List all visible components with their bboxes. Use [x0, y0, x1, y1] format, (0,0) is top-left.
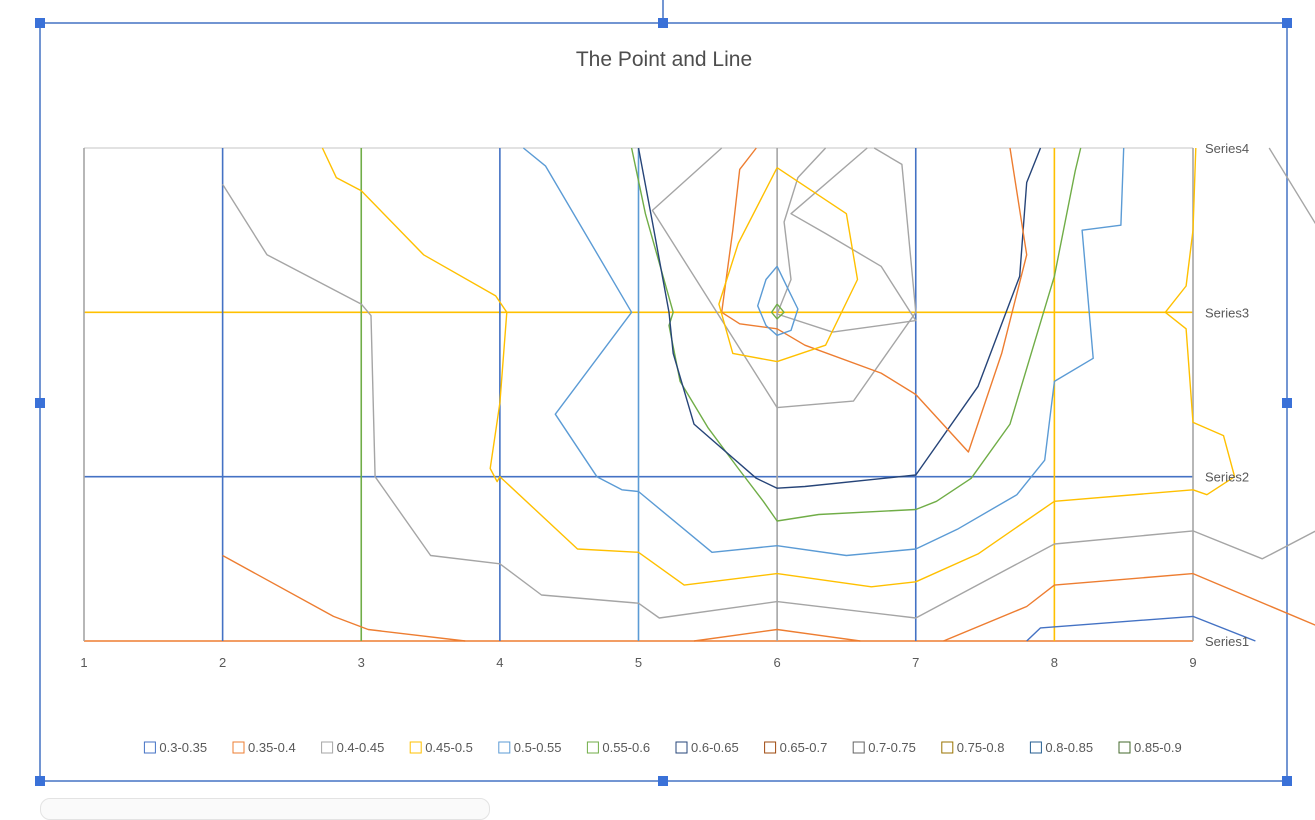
x-axis-ticks: 1 2 3 4 5 6 7 8 9 — [80, 655, 1196, 670]
legend-swatch — [1119, 742, 1130, 753]
legend-label: 0.7-0.75 — [868, 740, 916, 755]
contour-line — [722, 148, 1027, 452]
legend-label: 0.8-0.85 — [1045, 740, 1093, 755]
legend-swatch — [322, 742, 333, 753]
legend-swatch — [765, 742, 776, 753]
legend-swatch — [410, 742, 421, 753]
resize-handle-right[interactable] — [1282, 398, 1292, 408]
series-axis-label: Series2 — [1205, 470, 1249, 485]
contour-line — [944, 574, 1315, 641]
legend-label: 0.45-0.5 — [425, 740, 473, 755]
resize-handle-bottom[interactable] — [658, 776, 668, 786]
resize-handle-left[interactable] — [35, 398, 45, 408]
x-tick-label: 8 — [1051, 655, 1058, 670]
legend-label: 0.55-0.6 — [602, 740, 650, 755]
resize-handle-bottom-right[interactable] — [1282, 776, 1292, 786]
contour-line — [1269, 148, 1315, 250]
x-tick-label: 1 — [80, 655, 87, 670]
resize-handle-top[interactable] — [658, 18, 668, 28]
legend-label: 0.5-0.55 — [514, 740, 562, 755]
x-tick-label: 2 — [219, 655, 226, 670]
bottom-scroll-pill — [40, 798, 490, 820]
series-axis-label: Series4 — [1205, 141, 1249, 156]
contour-line — [652, 148, 915, 408]
legend: 0.3-0.35 0.35-0.4 0.4-0.45 0.45-0.5 0.5-0.55… — [144, 740, 1181, 755]
legend-swatch — [499, 742, 510, 753]
resize-handle-top-right[interactable] — [1282, 18, 1292, 28]
legend-label: 0.85-0.9 — [1134, 740, 1182, 755]
contour-lines — [223, 148, 1315, 641]
x-tick-label: 6 — [774, 655, 781, 670]
resize-handle-bottom-left[interactable] — [35, 776, 45, 786]
legend-label: 0.3-0.35 — [159, 740, 207, 755]
legend-label: 0.75-0.8 — [957, 740, 1005, 755]
contour-line — [223, 184, 1315, 618]
legend-swatch — [587, 742, 598, 753]
legend-swatch — [676, 742, 687, 753]
chart-title: The Point and Line — [576, 48, 752, 71]
resize-handle-top-left[interactable] — [35, 18, 45, 28]
legend-label: 0.6-0.65 — [691, 740, 739, 755]
contour-line — [719, 168, 858, 362]
legend-swatch — [853, 742, 864, 753]
legend-swatch — [942, 742, 953, 753]
x-tick-label: 5 — [635, 655, 642, 670]
legend-label: 0.4-0.45 — [337, 740, 385, 755]
legend-swatch — [233, 742, 244, 753]
y-axis-series-labels: Series1 Series2 Series3 Series4 — [1205, 141, 1249, 649]
x-tick-label: 7 — [912, 655, 919, 670]
contour-line — [223, 556, 466, 642]
x-tick-label: 3 — [358, 655, 365, 670]
series-axis-label: Series3 — [1205, 305, 1249, 320]
x-tick-label: 9 — [1189, 655, 1196, 670]
plot-grid — [84, 148, 1193, 641]
contour-line — [777, 148, 916, 332]
legend-label: 0.35-0.4 — [248, 740, 296, 755]
x-tick-label: 4 — [496, 655, 503, 670]
legend-label: 0.65-0.7 — [780, 740, 828, 755]
legend-swatch — [1030, 742, 1041, 753]
legend-swatch — [144, 742, 155, 753]
contour-line — [632, 148, 1081, 521]
series-axis-label: Series1 — [1205, 634, 1249, 649]
